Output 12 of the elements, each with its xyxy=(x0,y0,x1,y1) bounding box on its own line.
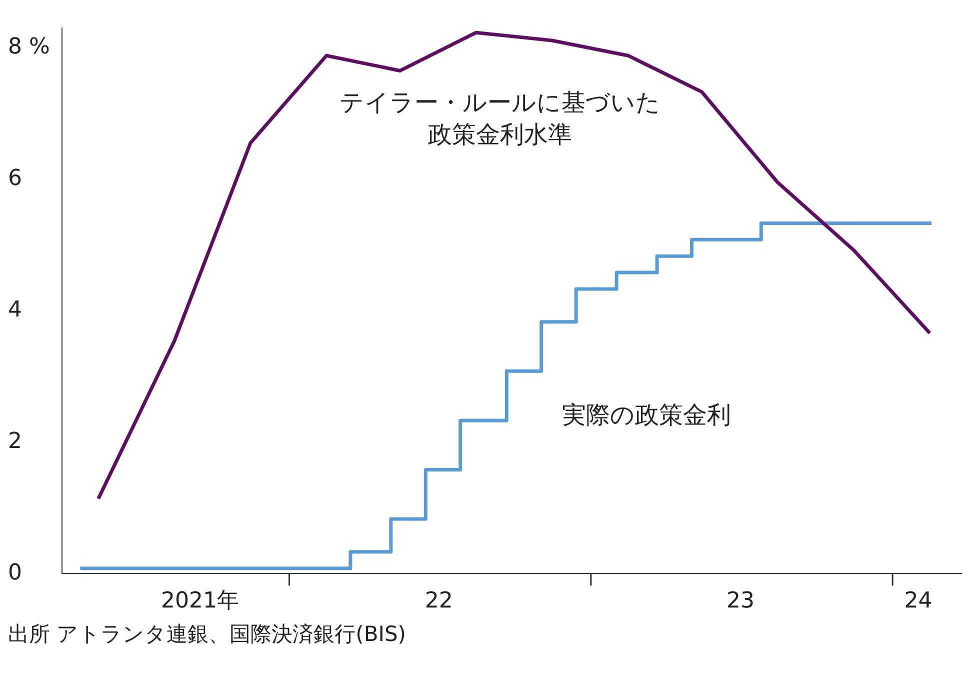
text: 出所 アトランタ連銀、国際決済銀行(BIS) xyxy=(8,621,407,648)
x-tick-label: 2021年 xyxy=(161,588,240,614)
y-tick-label: 2 xyxy=(8,428,22,454)
series-label: テイラー・ルールに基づいた政策金利水準 xyxy=(340,88,661,149)
x-tick-label: 22 xyxy=(424,588,453,614)
y-tick-label: 0 xyxy=(8,560,22,586)
y-tick-label: 6 xyxy=(8,166,22,191)
y-tick-label: 4 xyxy=(8,297,22,322)
x-tick-label: 23 xyxy=(726,588,755,614)
series-label: 実際の政策金利 xyxy=(562,401,732,430)
x-tick-label: 24 xyxy=(904,588,932,614)
y-tick-label: 8 % xyxy=(8,34,50,60)
